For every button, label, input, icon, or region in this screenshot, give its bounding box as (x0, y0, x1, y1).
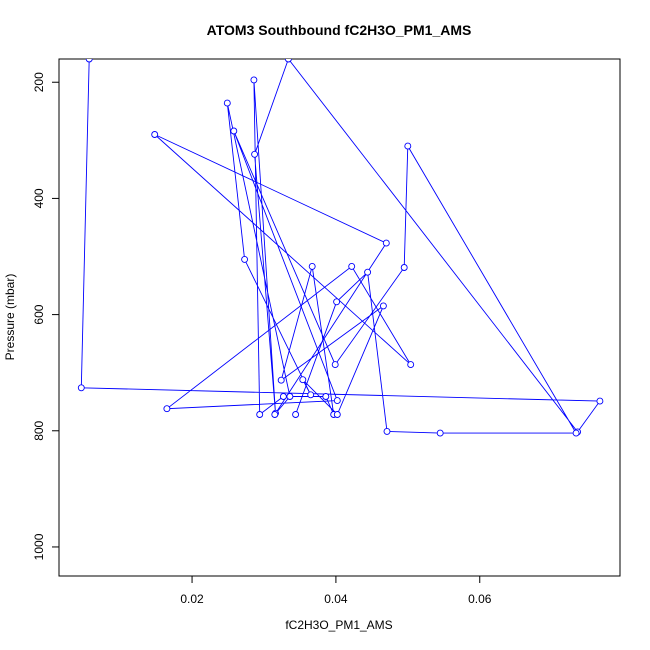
data-point (250, 76, 258, 84)
y-tick-label: 1000 (32, 533, 46, 560)
data-point (277, 376, 285, 384)
data-point (333, 397, 341, 405)
data-point (596, 397, 604, 405)
data-point (230, 127, 238, 135)
y-tick-label: 200 (32, 72, 46, 92)
data-point (85, 59, 93, 63)
data-point (404, 142, 412, 150)
chart-title: ATOM3 Southbound fC2H3O_PM1_AMS (207, 22, 472, 38)
data-point (382, 239, 390, 247)
y-tick-label: 800 (32, 420, 46, 440)
data-point (379, 302, 387, 310)
y-tick-label: 600 (32, 304, 46, 324)
y-axis: 200 400 600 800 1000 (32, 72, 60, 560)
data-point (299, 376, 307, 384)
x-tick-label: 0.06 (468, 592, 492, 606)
x-tick-label: 0.04 (324, 592, 348, 606)
x-axis-label: fC2H3O_PM1_AMS (285, 618, 392, 632)
data-point (364, 268, 372, 276)
data-point (271, 411, 279, 418)
data-point (383, 427, 391, 435)
data-point (307, 391, 315, 399)
data-point (436, 429, 444, 437)
data-point (400, 264, 408, 271)
data-point (407, 361, 415, 369)
y-tick-label: 400 (32, 188, 46, 208)
data-point (333, 411, 341, 418)
y-axis-label: Pressure (mbar) (3, 274, 17, 361)
data-point (331, 361, 339, 369)
data-point (292, 411, 300, 418)
x-axis: 0.02 0.04 0.06 (180, 575, 492, 606)
data-point (256, 411, 264, 418)
x-tick-label: 0.02 (180, 592, 204, 606)
data-point (322, 393, 330, 400)
data-point (241, 255, 249, 263)
data-point (286, 393, 294, 400)
data-point (308, 262, 316, 270)
data-point (348, 262, 356, 270)
data-point (77, 384, 85, 392)
data-point (284, 59, 292, 63)
data-point (333, 298, 341, 306)
data-point (151, 131, 159, 138)
plot-area (77, 59, 604, 437)
series-line (80, 59, 601, 434)
data-point (163, 405, 171, 413)
data-point (223, 99, 231, 107)
data-point (251, 150, 259, 158)
data-point (279, 393, 287, 400)
data-point (572, 429, 580, 437)
